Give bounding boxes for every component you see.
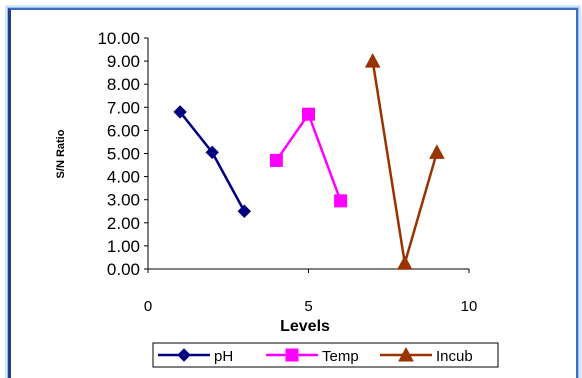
y-tick-label: 9.00 bbox=[107, 52, 140, 71]
data-point-ph bbox=[173, 105, 187, 119]
data-point-ph bbox=[237, 204, 252, 218]
legend-marker-incub bbox=[398, 346, 414, 362]
y-tick-label: 10.00 bbox=[97, 29, 140, 48]
legend: pH Temp Incub bbox=[152, 342, 499, 368]
legend-label-ph: pH bbox=[214, 348, 233, 365]
series-layer bbox=[173, 53, 445, 270]
y-tick-label: 8.00 bbox=[107, 75, 140, 94]
legend-box bbox=[152, 342, 499, 368]
y-tick-label: 1.00 bbox=[107, 237, 140, 256]
y-tick-label: 6.00 bbox=[107, 121, 140, 140]
series-incub bbox=[364, 53, 445, 270]
y-tick-label: 7.00 bbox=[107, 98, 140, 117]
y-tick-label: 5.00 bbox=[107, 145, 140, 164]
y-tick-label: 3.00 bbox=[107, 191, 140, 210]
y-tick-label: 0.00 bbox=[107, 260, 140, 279]
x-tick-label: 0 bbox=[144, 298, 152, 315]
series-line-incub bbox=[371, 60, 439, 264]
legend-marker-ph bbox=[177, 348, 191, 362]
y-axis: 0.00 1.00 2.00 3.00 4.00 5.00 6.00 7.00 8.00 9.00… bbox=[97, 29, 149, 279]
series-line-ph bbox=[179, 111, 246, 212]
legend-label-temp: Temp bbox=[322, 348, 359, 365]
x-axis-title: Levels bbox=[280, 318, 330, 335]
data-point-ph bbox=[205, 145, 219, 160]
series-ph bbox=[173, 105, 252, 218]
y-tick-label: 2.00 bbox=[107, 214, 140, 233]
series-line-temp bbox=[275, 111, 342, 202]
x-tick-label: 10 bbox=[461, 298, 478, 315]
x-axis: 0 5 10 bbox=[144, 268, 478, 315]
y-tick-label: 4.00 bbox=[107, 168, 140, 187]
data-point-incub bbox=[429, 144, 445, 159]
y-axis-title: S/N Ratio bbox=[55, 129, 67, 178]
chart-frame bbox=[8, 8, 578, 378]
data-point-incub bbox=[364, 53, 381, 68]
legend-label-incub: Incub bbox=[436, 348, 473, 365]
data-point-temp bbox=[269, 153, 283, 167]
legend-marker-temp bbox=[285, 348, 299, 362]
data-point-incub bbox=[396, 255, 413, 270]
series-temp bbox=[269, 107, 348, 208]
x-tick-label: 5 bbox=[304, 298, 312, 315]
data-point-temp bbox=[334, 194, 348, 208]
data-point-temp bbox=[302, 107, 315, 121]
